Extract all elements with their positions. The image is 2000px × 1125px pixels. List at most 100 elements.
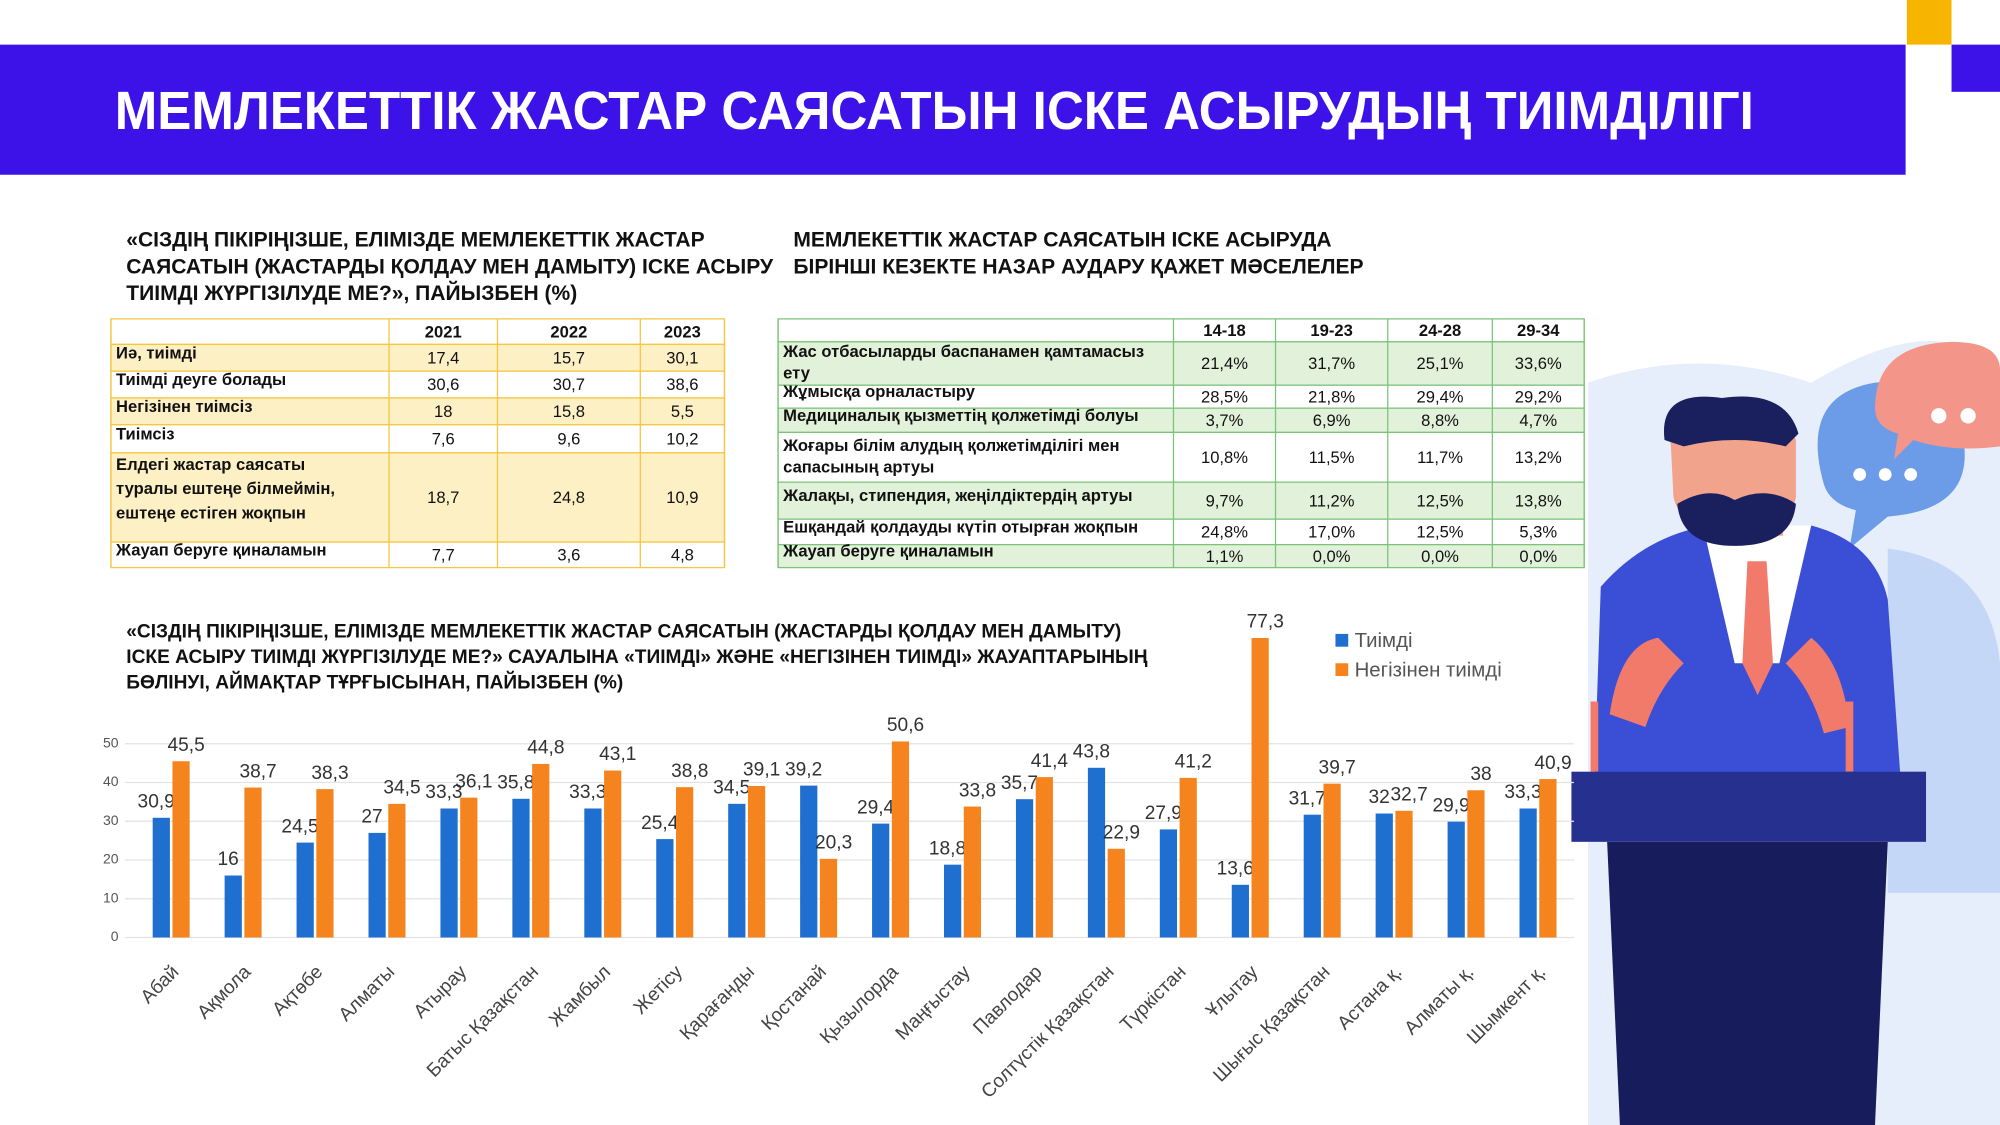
- row-label: ету: [783, 364, 811, 383]
- data-label: 20,3: [815, 833, 852, 854]
- bar: [1087, 767, 1106, 938]
- cell-value: 0,0%: [1313, 547, 1351, 566]
- row-label: туралы ештеңе білмеймін,: [116, 479, 335, 498]
- bar: [512, 798, 530, 938]
- data-label: 32,7: [1391, 785, 1428, 806]
- cell-value: 30,1: [666, 348, 698, 367]
- row-label: Жұмысқа орналастыру: [782, 382, 976, 401]
- data-label: 24,5: [281, 816, 318, 837]
- data-label: 44,8: [527, 738, 564, 759]
- data-label: 16: [217, 849, 238, 870]
- cell-value: 5,5: [671, 402, 694, 421]
- cell-value: 18: [434, 402, 452, 421]
- bar: [1107, 848, 1125, 938]
- cell-value: 11,2%: [1309, 491, 1355, 510]
- data-label: 33,8: [959, 780, 996, 801]
- data-label: 22,9: [1103, 823, 1140, 844]
- table-row: [777, 341, 1585, 386]
- data-label: 32: [1369, 787, 1390, 808]
- table-title: «СІЗДІҢ ПІКІРІҢІЗШЕ, ЕЛІМІЗДЕ МЕМЛЕКЕТТІ…: [126, 229, 704, 252]
- page-title: МЕМЛЕКЕТТІК ЖАСТАР САЯСАТЫН ІСКЕ АСЫРУДЫ…: [115, 82, 1754, 141]
- x-tick-label: Астана қ.: [1334, 962, 1407, 1035]
- data-label: 45,5: [168, 735, 205, 756]
- bar: [296, 842, 314, 938]
- cell-value: 0,0%: [1519, 547, 1557, 566]
- table-title: САЯСАТЫН (ЖАСТАРДЫ ҚОЛДАУ МЕН ДАМЫТУ) ІС…: [126, 255, 774, 278]
- y-tick-label: 20: [103, 851, 119, 867]
- cell-value: 13,2%: [1515, 448, 1562, 467]
- y-tick-label: 10: [103, 889, 119, 905]
- x-tick-label: Түркістан: [1116, 962, 1190, 1036]
- data-label: 33,3: [1504, 782, 1541, 803]
- data-label: 30,9: [138, 792, 175, 813]
- cell-value: 17,0%: [1308, 523, 1355, 542]
- cell-value: 6,9%: [1313, 411, 1351, 430]
- column-header: 19-23: [1310, 321, 1352, 340]
- header-row: [777, 318, 1585, 343]
- x-tick-label: Маңғыстау: [892, 961, 975, 1044]
- header-row: [110, 318, 726, 346]
- cell-value: 21,8%: [1308, 387, 1355, 406]
- y-tick-label: 40: [103, 773, 119, 789]
- cell-value: 24,8: [553, 488, 585, 507]
- data-label: 29,4: [857, 797, 895, 818]
- table-row: [777, 481, 1585, 520]
- x-tick-label: Ақмола: [194, 961, 256, 1023]
- cell-value: 21,4%: [1201, 354, 1248, 373]
- row-label: Жауап беруге қиналамын: [115, 540, 326, 559]
- illustration: [1571, 340, 2000, 1125]
- x-tick-label: Жетісу: [630, 961, 687, 1018]
- cell-value: 30,7: [553, 375, 585, 394]
- row-label: Жас отбасыларды баспанамен қамтамасыз: [782, 342, 1144, 361]
- bar: [1375, 813, 1393, 938]
- bar: [963, 806, 981, 938]
- bar: [872, 823, 890, 938]
- column-header: 2022: [550, 322, 587, 341]
- row-label: Медициналық қызметтің қолжетімді болуы: [783, 406, 1138, 425]
- y-tick-label: 0: [111, 928, 119, 944]
- cell-value: 5,3%: [1519, 523, 1557, 542]
- row-label: ештеңе естіген жоқпын: [116, 503, 306, 522]
- cell-value: 3,7%: [1206, 411, 1244, 430]
- table-row: [110, 424, 726, 454]
- data-label: 33,3: [569, 782, 606, 803]
- bar: [440, 808, 458, 938]
- cell-value: 31,7%: [1308, 354, 1355, 373]
- cell-value: 29,2%: [1515, 387, 1562, 406]
- data-label: 41,4: [1031, 751, 1069, 772]
- column-header: 2023: [664, 322, 701, 341]
- x-tick-label: Алматы қ.: [1401, 962, 1479, 1040]
- x-tick-label: Ұлытау: [1202, 961, 1262, 1021]
- bar: [1519, 808, 1537, 938]
- data-label: 25,4: [641, 813, 679, 834]
- x-tick-label: Қызылорда: [816, 961, 903, 1048]
- bar: [1159, 829, 1178, 938]
- row-label: Иә, тиімді: [116, 343, 197, 362]
- cell-value: 13,8%: [1515, 491, 1562, 510]
- data-label: 13,6: [1217, 859, 1254, 880]
- x-tick-label: Алматы: [335, 962, 399, 1026]
- cell-value: 10,8%: [1201, 448, 1248, 467]
- data-label: 39,2: [785, 759, 822, 780]
- header-band: [0, 44, 1906, 175]
- legend-label: Негізінен тиімді: [1355, 659, 1502, 681]
- column-header: 24-28: [1419, 321, 1461, 340]
- bar: [152, 817, 170, 938]
- data-label: 39,7: [1319, 757, 1356, 778]
- x-tick-label: Солтүстік Қазақстан: [978, 962, 1119, 1103]
- bar: [800, 785, 818, 938]
- cell-value: 12,5%: [1417, 523, 1464, 542]
- bar: [604, 770, 622, 938]
- bar: [1015, 799, 1034, 938]
- table-title: БІРІНШІ КЕЗЕКТЕ НАЗАР АУДАРУ ҚАЖЕТ МӘСЕЛ…: [793, 255, 1363, 278]
- bar: [172, 761, 190, 938]
- legend-swatch: [1335, 663, 1349, 677]
- bar: [244, 787, 262, 938]
- cell-value: 4,7%: [1519, 411, 1557, 430]
- column-header: 2021: [425, 322, 462, 341]
- data-label: 34,5: [713, 778, 750, 799]
- row-label: сапасының артуы: [783, 457, 934, 476]
- bar: [1231, 884, 1249, 938]
- x-tick-label: Абай: [137, 962, 183, 1008]
- cell-value: 4,8: [671, 545, 694, 564]
